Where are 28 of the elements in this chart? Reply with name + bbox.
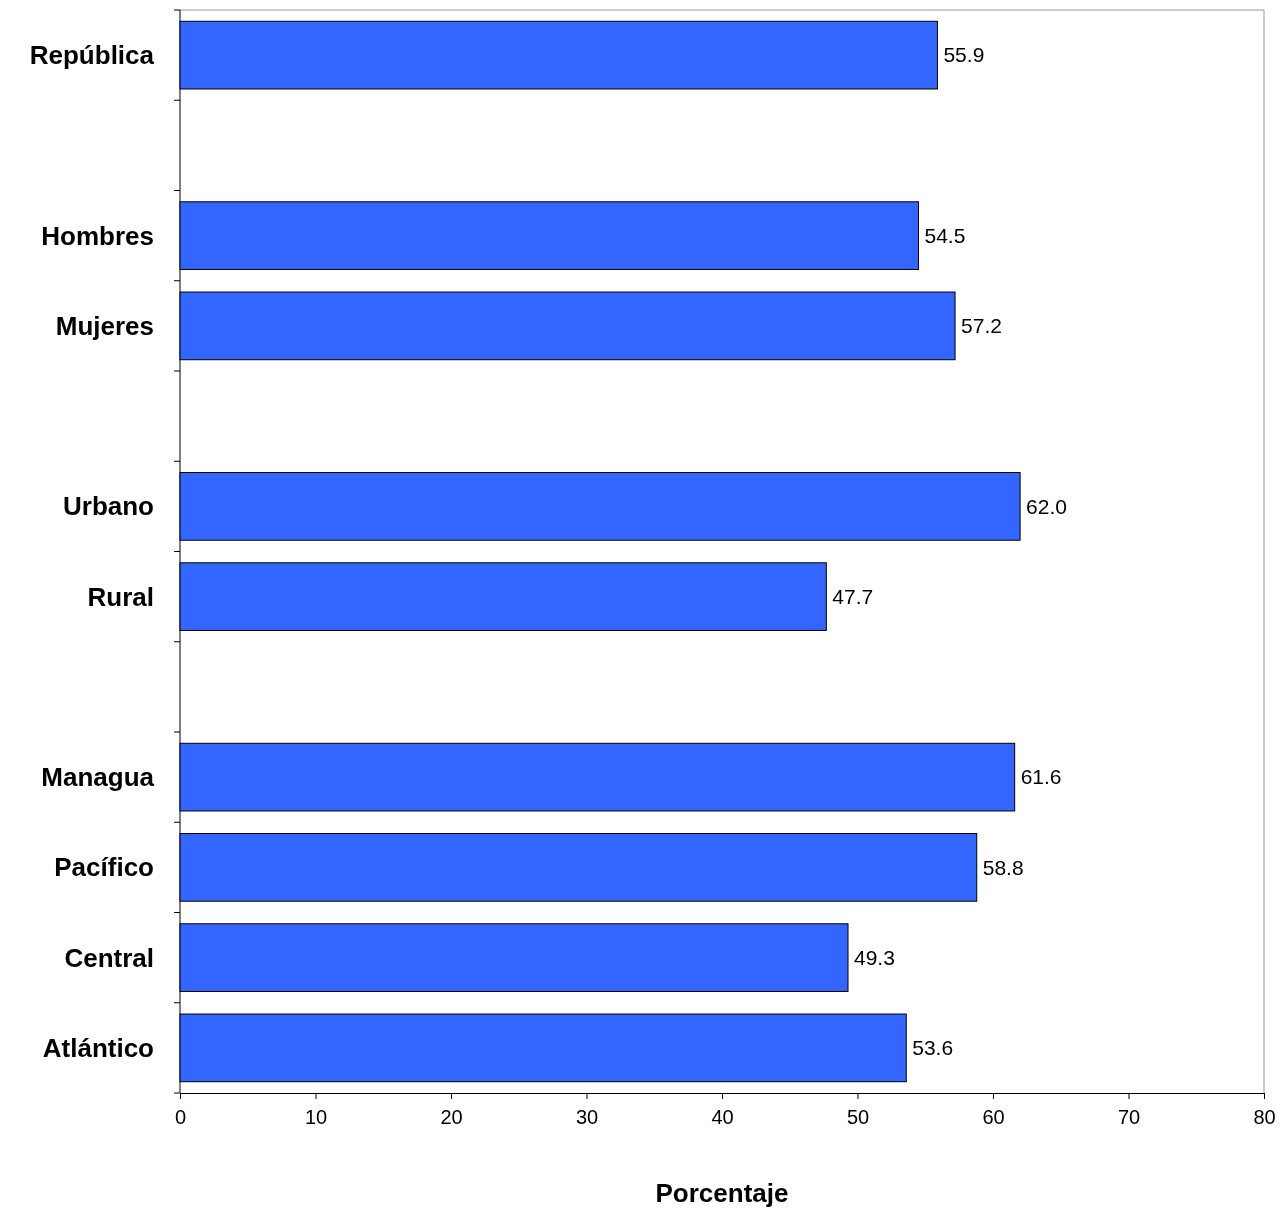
data-label: 61.6 xyxy=(1020,765,1062,789)
y-tick-label: Rural xyxy=(87,581,154,612)
x-tick-label: 30 xyxy=(575,1106,599,1128)
x-tick-label: 70 xyxy=(1117,1106,1141,1128)
y-tick-label: Central xyxy=(64,942,154,973)
y-tick-label: Managua xyxy=(41,762,155,793)
x-tick-label: 10 xyxy=(304,1106,328,1128)
x-tick-label: 50 xyxy=(846,1106,870,1128)
x-axis-title: Porcentaje xyxy=(655,1178,789,1208)
y-tick-label: República xyxy=(29,40,155,71)
data-label: 49.3 xyxy=(854,945,895,969)
data-label: 55.9 xyxy=(943,43,985,67)
y-tick-label: Hombres xyxy=(41,220,154,251)
y-tick-label: Mujeres xyxy=(55,310,154,341)
data-label: 54.5 xyxy=(924,223,966,247)
y-tick-label: Urbano xyxy=(63,491,154,522)
x-tick-label: 20 xyxy=(440,1106,463,1128)
x-tick-label: 80 xyxy=(1253,1106,1276,1128)
data-label: 47.7 xyxy=(832,584,874,608)
data-label: 62.0 xyxy=(1026,494,1067,518)
y-tick-label: Atlántico xyxy=(42,1032,154,1063)
data-label: 58.8 xyxy=(982,855,1024,879)
x-tick-label: 60 xyxy=(982,1106,1005,1128)
y-tick-label: Pacífico xyxy=(54,852,154,883)
data-label: 57.2 xyxy=(961,314,1002,338)
data-label: 53.6 xyxy=(912,1036,954,1060)
x-tick-label: 40 xyxy=(711,1106,734,1128)
x-tick-label: 0 xyxy=(174,1106,187,1128)
